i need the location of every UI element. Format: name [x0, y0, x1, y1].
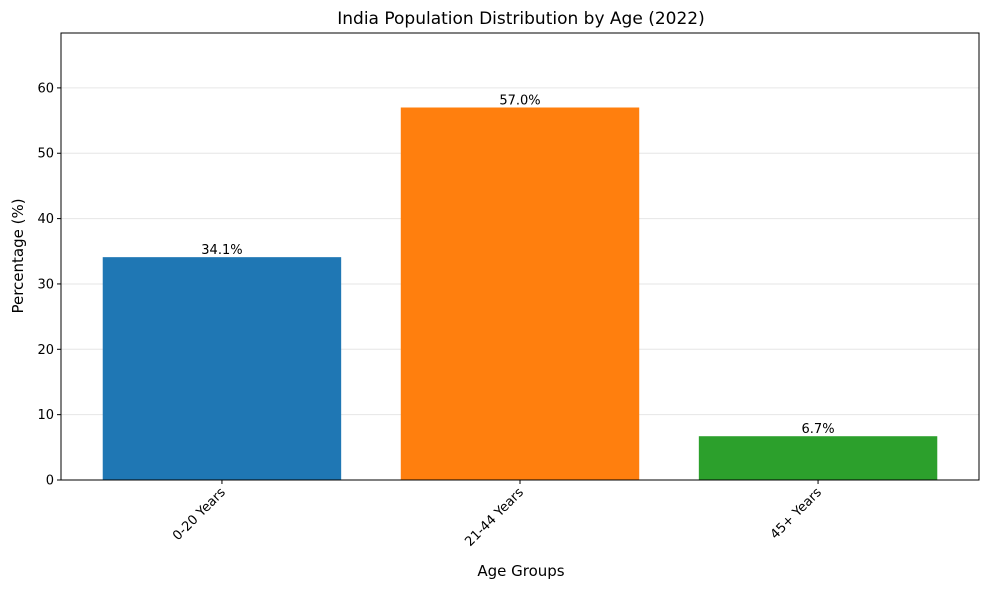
bar-2 [400, 107, 640, 480]
data-label-3: 6.7% [802, 422, 835, 437]
bar-1 [102, 257, 342, 480]
bars [102, 107, 938, 480]
y-tick-label-50: 50 [37, 147, 54, 162]
x-tick-label-1: 0-20 Years [170, 485, 229, 544]
y-tick-label-60: 60 [37, 81, 54, 96]
data-label-1: 34.1% [201, 243, 242, 258]
chart-title: India Population Distribution by Age (20… [337, 9, 705, 29]
y-axis: 0 10 20 30 40 50 60 [37, 81, 61, 489]
y-tick-label-20: 20 [37, 343, 54, 358]
x-axis-label: Age Groups [477, 562, 564, 580]
y-tick-label-30: 30 [37, 277, 54, 292]
data-label-2: 57.0% [499, 94, 540, 109]
y-axis-label: Percentage (%) [9, 198, 27, 313]
bar-3 [698, 436, 938, 480]
y-tick-label-0: 0 [46, 474, 54, 489]
y-tick-label-10: 10 [37, 408, 54, 423]
y-tick-label-40: 40 [37, 212, 54, 227]
x-tick-label-2: 21-44 Years [462, 485, 527, 550]
data-labels: 34.1% 57.0% 6.7% [201, 94, 834, 438]
x-axis: 0-20 Years 21-44 Years 45+ Years [170, 480, 825, 550]
x-tick-label-3: 45+ Years [768, 485, 825, 542]
